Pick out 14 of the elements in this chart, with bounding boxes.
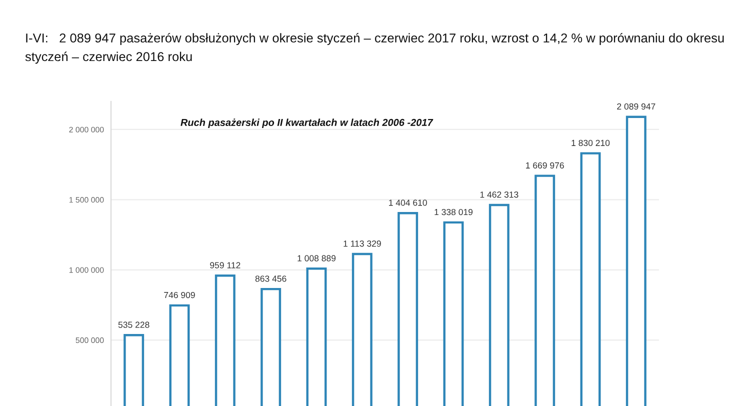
- data-label: 1 830 210: [572, 140, 610, 146]
- data-label: 863 456: [255, 276, 286, 282]
- data-label: 1 008 889: [298, 255, 336, 262]
- data-label: 746 909: [164, 292, 195, 298]
- text: I-VI: 2 089 947 pasażerów obsłużonych w okresie styczeń – czerwiec 2017 roku, wzrost o 14,2 % w porównaniu do okresu styczeń – czerwiec 2016 roku: [25, 33, 724, 64]
- data-label: 959 112: [210, 262, 240, 268]
- data-label: 1 338 019: [434, 208, 473, 216]
- data-label: 1 113 329: [344, 240, 381, 247]
- data-label: 1 462 313: [480, 191, 518, 198]
- data-label: 535 228: [118, 322, 150, 328]
- data-label: 2 089 947: [617, 103, 656, 110]
- data-label: 1 669 976: [526, 162, 564, 169]
- data-label: 1 404 610: [389, 200, 427, 206]
- text: Ruch pasażerski po II kwartałach w latach 2006 -2017: [180, 118, 434, 128]
